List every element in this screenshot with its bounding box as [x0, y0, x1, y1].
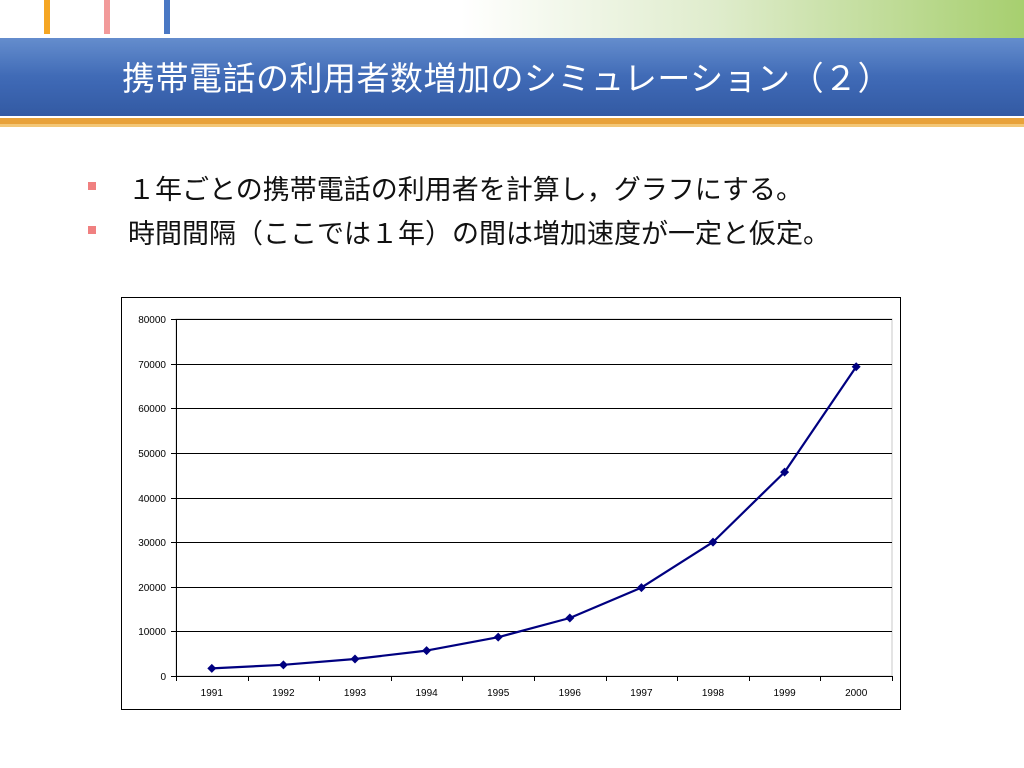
data-point [493, 632, 503, 642]
y-tick-label: 80000 [138, 315, 166, 326]
x-tick-label: 1999 [773, 688, 796, 699]
y-tick-label: 40000 [138, 494, 166, 505]
deco-bar-pink [104, 0, 110, 34]
deco-bar-orange [44, 0, 50, 34]
x-tick-label: 1995 [487, 688, 510, 699]
data-point [278, 660, 288, 670]
data-point [708, 537, 718, 547]
title-band [0, 38, 1024, 116]
y-tick-label: 20000 [138, 583, 166, 594]
series-line [211, 366, 858, 670]
y-tick-label: 30000 [138, 538, 166, 549]
plot-area [175, 318, 893, 677]
data-point [636, 583, 646, 593]
data-point [207, 663, 217, 673]
top-decoration [0, 0, 1024, 38]
x-tick-label: 1992 [272, 688, 295, 699]
slide-title: 携帯電話の利用者数増加のシミュレーション（２） [122, 59, 892, 98]
x-tick-label: 1991 [201, 688, 224, 699]
x-tick-label: 1993 [344, 688, 367, 699]
x-tick-label: 1994 [415, 688, 438, 699]
x-tick-label: 1997 [630, 688, 653, 699]
data-point [350, 654, 360, 664]
y-tick-label: 0 [160, 672, 166, 683]
bullet-text: 時間間隔（ここでは１年）の間は増加速度が一定と仮定。 [128, 219, 830, 250]
bullet-square-icon [88, 226, 96, 234]
data-point [422, 646, 432, 656]
y-tick-label: 60000 [138, 404, 166, 415]
bullet-text: １年ごとの携帯電話の利用者を計算し，グラフにする。 [128, 175, 803, 206]
x-tick-label: 1998 [702, 688, 725, 699]
data-point [780, 467, 790, 477]
deco-bar-blue [164, 0, 170, 34]
bullet-square-icon [88, 182, 96, 190]
y-tick-label: 50000 [138, 449, 166, 460]
x-tick-label: 1996 [559, 688, 582, 699]
title-underline [0, 118, 1024, 124]
x-tick-label: 2000 [845, 688, 868, 699]
title-underline-light [0, 124, 1024, 127]
y-tick-label: 70000 [138, 360, 166, 371]
data-point [565, 613, 575, 623]
data-point [851, 362, 861, 372]
line-chart: 0 10000 20000 30000 40000 50000 60000 70000 8000… [138, 315, 893, 699]
chart-frame: 0 10000 20000 30000 40000 50000 60000 70000 8000… [121, 297, 901, 710]
y-tick-label: 10000 [138, 627, 166, 638]
